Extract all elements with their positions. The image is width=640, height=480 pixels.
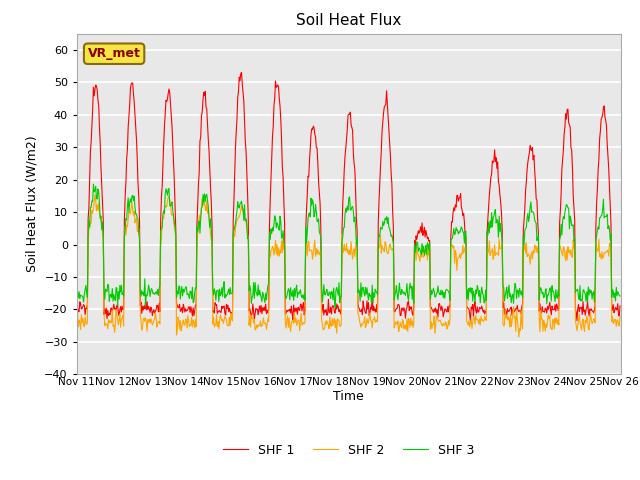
Title: Soil Heat Flux: Soil Heat Flux bbox=[296, 13, 401, 28]
Line: SHF 3: SHF 3 bbox=[77, 184, 620, 308]
Line: SHF 2: SHF 2 bbox=[77, 195, 620, 337]
X-axis label: Time: Time bbox=[333, 390, 364, 403]
Line: SHF 1: SHF 1 bbox=[77, 72, 620, 321]
Legend: SHF 1, SHF 2, SHF 3: SHF 1, SHF 2, SHF 3 bbox=[218, 439, 479, 462]
Y-axis label: Soil Heat Flux (W/m2): Soil Heat Flux (W/m2) bbox=[26, 136, 38, 272]
Text: VR_met: VR_met bbox=[88, 47, 141, 60]
